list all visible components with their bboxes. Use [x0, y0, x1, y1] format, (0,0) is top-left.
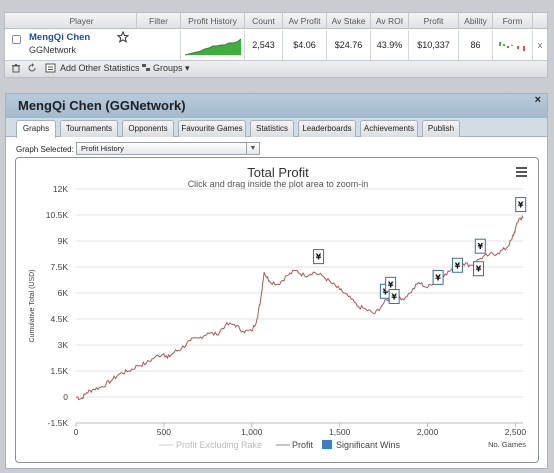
panel-title: MengQi Chen (GGNetwork) — [18, 98, 186, 113]
trophy-icon: ¥ — [518, 201, 524, 210]
close-icon[interactable]: × — [534, 94, 541, 106]
legend-label-significant-wins: Significant Wins — [336, 440, 401, 450]
chart-title: Total Profit — [247, 165, 309, 180]
chart-menu-icon[interactable] — [516, 167, 527, 177]
profit-history-cell — [181, 30, 245, 60]
significant-win-marker[interactable]: ¥ — [388, 288, 400, 304]
y-tick-label: 10.5K — [46, 210, 69, 220]
profit-history-sparkline — [184, 38, 242, 56]
ability-cell: 86 — [459, 30, 493, 60]
y-tick-label: 4.5K — [51, 314, 69, 324]
tab-opponents[interactable]: Opponents — [122, 120, 174, 137]
filter-cell[interactable] — [137, 30, 181, 60]
header-av-stake[interactable]: Av Stake — [327, 13, 371, 29]
header-ability[interactable]: Ability — [459, 13, 493, 29]
tab-leaderboards[interactable]: Leaderboards — [298, 120, 356, 137]
chart-subtitle: Click and drag inside the plot area to z… — [188, 179, 369, 189]
row-select-checkbox[interactable] — [12, 35, 21, 44]
legend-label-profit: Profit — [292, 440, 314, 450]
trophy-icon: ¥ — [388, 280, 394, 289]
trophy-icon: ¥ — [316, 253, 322, 262]
count-cell: 2,543 — [245, 30, 283, 60]
groups-label: Groups — [153, 63, 183, 73]
x-axis-label: No. Games — [488, 440, 526, 449]
trophy-icon: ¥ — [455, 261, 461, 270]
tab-favourite-games[interactable]: Favourite Games — [178, 120, 246, 137]
av-stake-cell: $24.76 — [327, 30, 371, 60]
x-tick-label: 1,000 — [241, 427, 263, 437]
remove-player-button[interactable]: x — [537, 40, 543, 50]
significant-win-marker[interactable]: ¥ — [313, 249, 325, 265]
tab-graphs[interactable]: Graphs — [16, 120, 56, 138]
form-chart — [499, 42, 525, 51]
header-profit[interactable]: Profit — [409, 13, 459, 29]
x-tick-label: 0 — [74, 427, 79, 437]
y-tick-label: -1.5K — [48, 418, 69, 428]
y-tick-label: 7.5K — [51, 262, 69, 272]
y-tick-label: 6K — [58, 288, 69, 298]
y-axis-label: Cumulative Total (USD) — [29, 269, 36, 342]
player-site: GGNetwork — [29, 45, 77, 55]
significant-win-marker[interactable]: ¥ — [432, 269, 444, 285]
player-stats-table: Player Filter Profit History Count Av Pr… — [4, 12, 548, 78]
x-tick-label: 2,000 — [417, 427, 439, 437]
groups-dropdown[interactable]: Groups ▾ — [153, 62, 190, 74]
tab-tournaments[interactable]: Tournaments — [60, 120, 118, 137]
trophy-icon: ¥ — [435, 273, 441, 282]
tab-achievements[interactable]: Achievements — [360, 120, 418, 137]
player-panel: MengQi Chen (GGNetwork) × Graphs Tournam… — [5, 93, 548, 469]
favourite-star-icon[interactable] — [117, 31, 129, 43]
av-profit-cell: $4.06 — [283, 30, 327, 60]
chevron-down-icon: ▾ — [185, 63, 190, 73]
add-other-statistics-button[interactable]: Add Other Statistics — [60, 63, 140, 73]
y-tick-label: 1.5K — [51, 366, 69, 376]
significant-win-marker[interactable]: ¥ — [474, 238, 486, 254]
groups-icon[interactable] — [141, 63, 151, 73]
refresh-icon[interactable] — [27, 63, 37, 73]
legend-label-profit-excluding-rake: Profit Excluding Rake — [176, 440, 262, 450]
header-form[interactable]: Form — [493, 13, 533, 29]
graph-select-dropdown[interactable]: Profit History ▼ — [76, 142, 260, 155]
header-player[interactable]: Player — [27, 13, 137, 29]
x-tick-label: 1,500 — [329, 427, 351, 437]
panel-title-bar — [6, 94, 547, 118]
y-tick-label: 9K — [58, 236, 69, 246]
profit-series-line — [75, 215, 524, 401]
header-av-profit[interactable]: Av Profit — [283, 13, 327, 29]
trophy-icon: ¥ — [477, 242, 483, 251]
form-cell — [493, 30, 533, 60]
trophy-icon: ¥ — [391, 292, 397, 301]
tab-statistics[interactable]: Statistics — [250, 120, 294, 137]
significant-win-marker[interactable]: ¥ — [451, 257, 463, 273]
trophy-icon: ¥ — [476, 265, 482, 274]
x-tick-label: 500 — [157, 427, 171, 437]
significant-win-marker[interactable]: ¥ — [473, 261, 485, 277]
header-filter[interactable]: Filter — [137, 13, 181, 29]
graph-select-value: Profit History — [81, 144, 124, 153]
significant-win-marker[interactable]: ¥ — [515, 197, 527, 213]
table-row: 2,543 $4.06 $24.76 43.9% $10,337 86 x — [5, 30, 547, 60]
graph-selected-label: Graph Selected: — [16, 145, 74, 154]
profit-cell: $10,337 — [409, 30, 459, 60]
legend-swatch-significant-wins — [322, 440, 332, 449]
stats-footer-bar — [5, 60, 547, 77]
add-statistics-icon[interactable] — [45, 63, 56, 73]
trash-icon[interactable] — [11, 63, 21, 73]
y-tick-label: 3K — [58, 340, 69, 350]
header-profit-history[interactable]: Profit History — [181, 13, 245, 29]
profit-chart[interactable]: Total Profit Click and drag inside the pl… — [15, 157, 539, 463]
tab-publish[interactable]: Publish — [422, 120, 460, 137]
stats-header-row: Player Filter Profit History Count Av Pr… — [5, 13, 547, 29]
header-av-roi[interactable]: Av ROI — [371, 13, 409, 29]
av-roi-cell: 43.9% — [371, 30, 409, 60]
player-name-link[interactable]: MengQi Chen — [29, 32, 91, 43]
y-tick-label: 12K — [53, 184, 68, 194]
x-tick-label: 2,500 — [505, 427, 527, 437]
header-count[interactable]: Count — [245, 13, 283, 29]
chevron-down-icon: ▼ — [246, 143, 259, 154]
y-tick-label: 0 — [63, 392, 68, 402]
